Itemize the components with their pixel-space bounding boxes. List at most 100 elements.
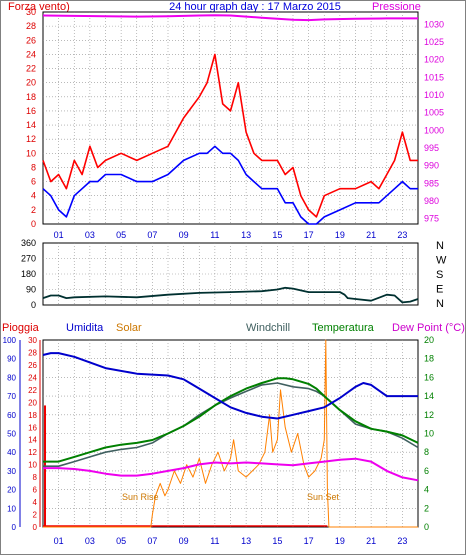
rain-label: Pioggia [2, 322, 40, 334]
wind-y-tick-label: 22 [26, 64, 36, 74]
windchill-label: Windchill [246, 322, 290, 334]
wind-y-tick-label: 26 [26, 35, 36, 45]
humidity-y-tick-label: 40 [7, 448, 16, 457]
humidity-y-tick-label: 100 [3, 336, 17, 345]
wind-y-tick-label: 12 [26, 134, 36, 144]
wind-y-tick-label: 6 [31, 177, 36, 187]
rain-y-tick-label: 2 [33, 511, 38, 520]
pressure-y-tick-label: 1010 [424, 90, 444, 100]
humidity-line [42, 352, 418, 420]
humidity-y-tick-label: 90 [7, 355, 16, 364]
humidity-label: Umidita [66, 322, 104, 334]
top-x-tick-label: 19 [335, 230, 345, 240]
rain-y-tick-label: 30 [28, 336, 37, 345]
bottom-x-tick-label: 21 [366, 536, 376, 546]
wind-direction-line [42, 286, 419, 304]
wind-y-tick-label: 0 [31, 219, 36, 229]
dewpoint-label: Dew Point (°C) [392, 322, 465, 334]
rain-y-tick-label: 16 [28, 423, 37, 432]
top-x-tick-label: 07 [147, 230, 157, 240]
humidity-y-tick-label: 20 [7, 486, 16, 495]
wind-y-tick-label: 8 [31, 162, 36, 172]
top-x-tick-label: 05 [116, 230, 126, 240]
wind-y-tick-label: 24 [26, 49, 36, 59]
pressure-y-tick-label: 1030 [424, 19, 444, 29]
temperature-y-tick-label: 10 [424, 429, 434, 439]
pressure-y-tick-label: 980 [424, 196, 439, 206]
top-x-tick-label: 23 [397, 230, 407, 240]
direction-y-tick-label: 270 [21, 254, 36, 264]
bottom-x-tick-label: 15 [272, 536, 282, 546]
pressure-y-tick-label: 1020 [424, 55, 444, 65]
bottom-x-tick-label: 11 [210, 536, 219, 546]
bottom-x-tick-label: 01 [54, 536, 64, 546]
temperature-y-tick-label: 6 [424, 466, 429, 476]
solar-line [43, 339, 418, 528]
temperature-y-tick-label: 0 [424, 522, 429, 532]
temperature-line [43, 377, 419, 463]
windchill-line [43, 382, 419, 468]
wind-y-tick-label: 16 [26, 106, 36, 116]
wind-y-tick-label: 10 [26, 148, 36, 158]
chart-title: 24 hour graph day : 17 Marzo 2015 [169, 1, 341, 13]
bottom-x-tick-label: 13 [241, 536, 251, 546]
rain-y-tick-label: 12 [28, 448, 37, 457]
wind-y-tick-label: 14 [26, 120, 36, 130]
pressure-axis-label: Pressione [372, 1, 421, 13]
rain-y-tick-label: 20 [28, 398, 37, 407]
wind-pressure-panel: 01 03 05 07 09 11 13 15 17 19 21 230246810121416182… [26, 7, 444, 240]
rain-y-tick-label: 14 [28, 436, 37, 445]
compass-label: N [436, 240, 444, 252]
temperature-y-tick-label: 20 [424, 335, 434, 345]
pressure-y-tick-label: 1000 [424, 125, 444, 135]
rain-y-tick-label: 6 [33, 486, 38, 495]
rain-y-tick-label: 28 [28, 348, 37, 357]
compass-label: W [436, 255, 447, 267]
top-x-tick-label: 15 [272, 230, 282, 240]
direction-y-tick-label: 0 [31, 300, 36, 310]
bottom-x-tick-label: 03 [85, 536, 95, 546]
humidity-y-tick-label: 60 [7, 411, 16, 420]
pressure-line [42, 14, 418, 22]
temperature-y-tick-label: 16 [424, 372, 434, 382]
wind-speed-line [42, 145, 418, 225]
humidity-y-tick-label: 80 [7, 373, 16, 382]
sun-rise-annotation: Sun Rise [122, 492, 159, 502]
rain-y-tick-label: 18 [28, 411, 37, 420]
temperature-label: Temperatura [312, 322, 375, 334]
bottom-x-tick-label: 19 [335, 536, 345, 546]
top-x-tick-label: 11 [210, 230, 219, 240]
sun-set-annotation: Sun Set [307, 492, 340, 502]
wind-y-tick-label: 4 [31, 191, 36, 201]
bottom-x-tick-label: 09 [179, 536, 189, 546]
bottom-x-tick-label: 17 [304, 536, 314, 546]
top-x-tick-label: 01 [54, 230, 64, 240]
temperature-y-tick-label: 18 [424, 354, 434, 364]
temperature-humidity-panel: 01 03 05 07 09 11 13 15 17 19 21 230102030405060708… [3, 335, 434, 546]
pressure-y-tick-label: 1015 [424, 72, 444, 82]
wind-y-tick-label: 2 [31, 205, 36, 215]
rain-y-tick-label: 10 [28, 461, 37, 470]
solar-label: Solar [116, 322, 142, 334]
compass-label: E [436, 284, 443, 296]
rain-y-tick-label: 22 [28, 386, 37, 395]
pressure-y-tick-label: 975 [424, 214, 439, 224]
temperature-y-tick-label: 12 [424, 410, 434, 420]
top-x-tick-label: 09 [179, 230, 189, 240]
pressure-y-tick-label: 985 [424, 178, 439, 188]
wind-y-tick-label: 28 [26, 21, 36, 31]
top-x-tick-label: 13 [241, 230, 251, 240]
top-x-tick-label: 17 [304, 230, 314, 240]
humidity-y-tick-label: 50 [7, 430, 16, 439]
pressure-y-tick-label: 1025 [424, 37, 444, 47]
temperature-y-tick-label: 8 [424, 447, 429, 457]
wind-gust-line [42, 53, 418, 218]
bottom-x-tick-label: 07 [147, 536, 157, 546]
temperature-y-tick-label: 2 [424, 503, 429, 513]
top-x-tick-label: 03 [85, 230, 95, 240]
wind-y-tick-label: 18 [26, 92, 36, 102]
dewpoint-line [43, 457, 419, 482]
compass-label: S [436, 269, 443, 281]
